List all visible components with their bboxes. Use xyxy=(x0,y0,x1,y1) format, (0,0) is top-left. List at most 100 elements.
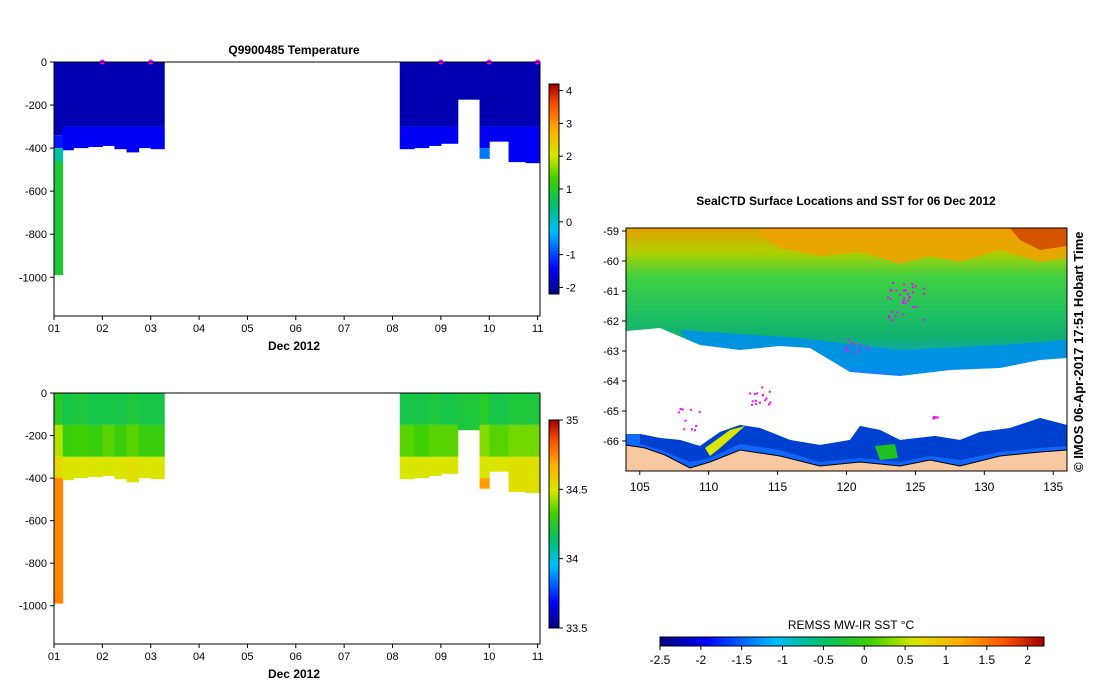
seal-track-dot xyxy=(695,424,698,427)
sst-colorbar xyxy=(659,636,1045,647)
sst-colorbar-tick-label: -1 xyxy=(777,653,788,667)
x-tick-label: 05 xyxy=(241,651,253,663)
map-x-tick-label: 135 xyxy=(1043,480,1063,494)
y-tick-label: 0 xyxy=(41,388,47,400)
x-tick-label: 08 xyxy=(386,323,398,335)
map-area xyxy=(626,228,1067,471)
profile-8-segment-1 xyxy=(138,62,152,127)
profile-13-segment-1 xyxy=(440,62,459,127)
seal-track-dot xyxy=(866,347,869,350)
profile-5-segment-1 xyxy=(102,393,115,425)
profile-10-segment-2 xyxy=(399,424,415,457)
profile-4-segment-2 xyxy=(87,424,103,457)
profile-4-segment-2 xyxy=(87,126,103,148)
map-y-tick-label: -66 xyxy=(603,436,619,448)
y-tick-label: -200 xyxy=(25,431,47,443)
profile-9-segment-3 xyxy=(150,456,165,480)
x-tick-label: 10 xyxy=(483,651,495,663)
seal-track-dot xyxy=(888,317,891,320)
seal-track-dot xyxy=(902,313,905,316)
profile-18-segment-1 xyxy=(525,393,541,425)
profile-5-segment-2 xyxy=(102,126,115,146)
seal-track-dot xyxy=(698,411,701,414)
profile-13-segment-2 xyxy=(440,424,459,457)
seal-track-dot xyxy=(904,289,907,292)
profile-11-segment-2 xyxy=(414,424,430,457)
salinity-colorbar xyxy=(548,419,560,629)
salinity-profiles xyxy=(54,393,541,604)
profile-8-segment-1 xyxy=(138,393,152,425)
x-tick-label: 02 xyxy=(96,323,108,335)
profile-17-segment-2 xyxy=(508,126,526,163)
seal-track-dot xyxy=(761,386,764,389)
map-y-tick-label: -59 xyxy=(603,226,619,238)
x-tick-label: 04 xyxy=(193,323,205,335)
map-y-tick-label: -61 xyxy=(603,286,619,298)
seal-track-dot xyxy=(749,392,752,395)
salinity-colorbar-ticks: 35 34.5 34 33.5 xyxy=(559,415,587,635)
antarctic-land xyxy=(626,444,1067,471)
seal-track-dot xyxy=(681,408,684,411)
colorbar-tick-label: 0 xyxy=(566,217,572,229)
seal-track-dot xyxy=(769,401,772,404)
profile-1-segment-3 xyxy=(54,456,64,479)
profile-7-segment-2 xyxy=(126,126,140,153)
seal-track-dot xyxy=(678,411,681,414)
colorbar-tick-label: 33.5 xyxy=(566,623,587,635)
profile-1-segment-2 xyxy=(54,135,64,149)
profile-10-segment-3 xyxy=(399,456,415,480)
profile-15-segment-1 xyxy=(479,62,490,127)
seal-track-dot xyxy=(911,286,914,289)
seal-track-dot xyxy=(753,393,756,396)
sst-colorbar-label: REMSS MW-IR SST °C xyxy=(788,618,915,632)
seal-track-dot xyxy=(756,392,759,395)
temperature-colorbar-ticks: 4 3 2 1 0 -1 -2 xyxy=(559,86,576,294)
profile-2-segment-2 xyxy=(62,126,74,151)
profile-12-segment-3 xyxy=(428,456,442,476)
sst-colorbar-tick-label: -2 xyxy=(696,653,707,667)
seal-track-dot xyxy=(754,403,757,406)
profile-11-segment-3 xyxy=(414,456,430,479)
sst-colorbar-tick-label: -0.5 xyxy=(813,653,834,667)
profile-11-segment-2 xyxy=(414,126,430,149)
profile-5-segment-3 xyxy=(102,456,115,476)
x-tick-label: 07 xyxy=(338,651,350,663)
seal-track-dot xyxy=(892,282,895,285)
copyright-side-label: © IMOS 06-Apr-2017 17:51 Hobart Time xyxy=(1071,231,1086,472)
seal-track-dot xyxy=(768,390,771,393)
profile-3-segment-1 xyxy=(73,393,89,425)
profile-15-segment-3 xyxy=(479,456,490,479)
profile-15-segment-4 xyxy=(479,478,490,489)
x-tick-label: 09 xyxy=(435,651,447,663)
seal-track-dot xyxy=(694,429,697,432)
seal-track-dot xyxy=(759,401,762,404)
temperature-colorbar xyxy=(548,83,560,295)
map-x-tick-label: 110 xyxy=(699,480,718,494)
seal-track-dot xyxy=(889,297,892,300)
y-tick-label: -1000 xyxy=(19,272,47,284)
seal-track-dot xyxy=(906,293,909,296)
seal-track-dot xyxy=(845,346,848,349)
sst-colorbar-tick-label: -2.5 xyxy=(650,653,671,667)
y-tick-label: -800 xyxy=(25,558,47,570)
colorbar-tick-label: 34.5 xyxy=(566,484,587,496)
seal-track-dot xyxy=(761,394,764,397)
seal-track-dot xyxy=(901,302,904,305)
seal-track-dot xyxy=(853,342,856,345)
salinity-plot-frame xyxy=(53,392,541,645)
colorbar-tick-label: 3 xyxy=(566,118,572,130)
sst-colorbar-tick-label: 2 xyxy=(1024,653,1031,667)
profile-4-segment-1 xyxy=(87,62,103,127)
seal-track-dot xyxy=(907,299,910,302)
profile-8-segment-2 xyxy=(138,424,152,457)
profile-13-segment-2 xyxy=(440,126,459,144)
x-tick-label: 07 xyxy=(338,323,350,335)
profile-5-segment-1 xyxy=(102,62,115,127)
x-tick-label: 10 xyxy=(483,323,495,335)
seal-track-dot xyxy=(750,403,753,406)
x-tick-label: 06 xyxy=(290,651,302,663)
seal-track-dot xyxy=(847,338,850,341)
warm-patch-orange xyxy=(760,228,1067,264)
profile-1-segment-4 xyxy=(54,478,64,604)
